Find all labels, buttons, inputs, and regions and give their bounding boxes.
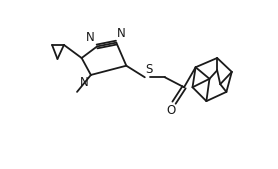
Text: N: N bbox=[80, 76, 89, 89]
Text: O: O bbox=[166, 104, 176, 117]
Text: S: S bbox=[146, 64, 153, 77]
Text: N: N bbox=[117, 27, 126, 40]
Text: N: N bbox=[86, 31, 95, 44]
